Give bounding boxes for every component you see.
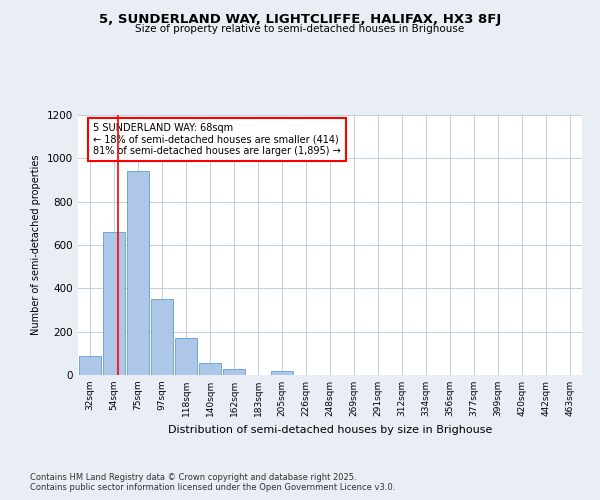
Bar bbox=[223, 368, 245, 375]
Text: Size of property relative to semi-detached houses in Brighouse: Size of property relative to semi-detach… bbox=[136, 24, 464, 34]
Text: 5, SUNDERLAND WAY, LIGHTCLIFFE, HALIFAX, HX3 8FJ: 5, SUNDERLAND WAY, LIGHTCLIFFE, HALIFAX,… bbox=[99, 12, 501, 26]
Bar bbox=[103, 232, 125, 375]
Bar bbox=[151, 299, 173, 375]
Bar bbox=[175, 338, 197, 375]
Bar bbox=[271, 371, 293, 375]
Text: Contains HM Land Registry data © Crown copyright and database right 2025.: Contains HM Land Registry data © Crown c… bbox=[30, 472, 356, 482]
Y-axis label: Number of semi-detached properties: Number of semi-detached properties bbox=[31, 155, 41, 335]
Text: 5 SUNDERLAND WAY: 68sqm
← 18% of semi-detached houses are smaller (414)
81% of s: 5 SUNDERLAND WAY: 68sqm ← 18% of semi-de… bbox=[93, 123, 341, 156]
Bar bbox=[127, 172, 149, 375]
Bar bbox=[79, 356, 101, 375]
Text: Contains public sector information licensed under the Open Government Licence v3: Contains public sector information licen… bbox=[30, 484, 395, 492]
X-axis label: Distribution of semi-detached houses by size in Brighouse: Distribution of semi-detached houses by … bbox=[168, 424, 492, 434]
Bar bbox=[199, 363, 221, 375]
